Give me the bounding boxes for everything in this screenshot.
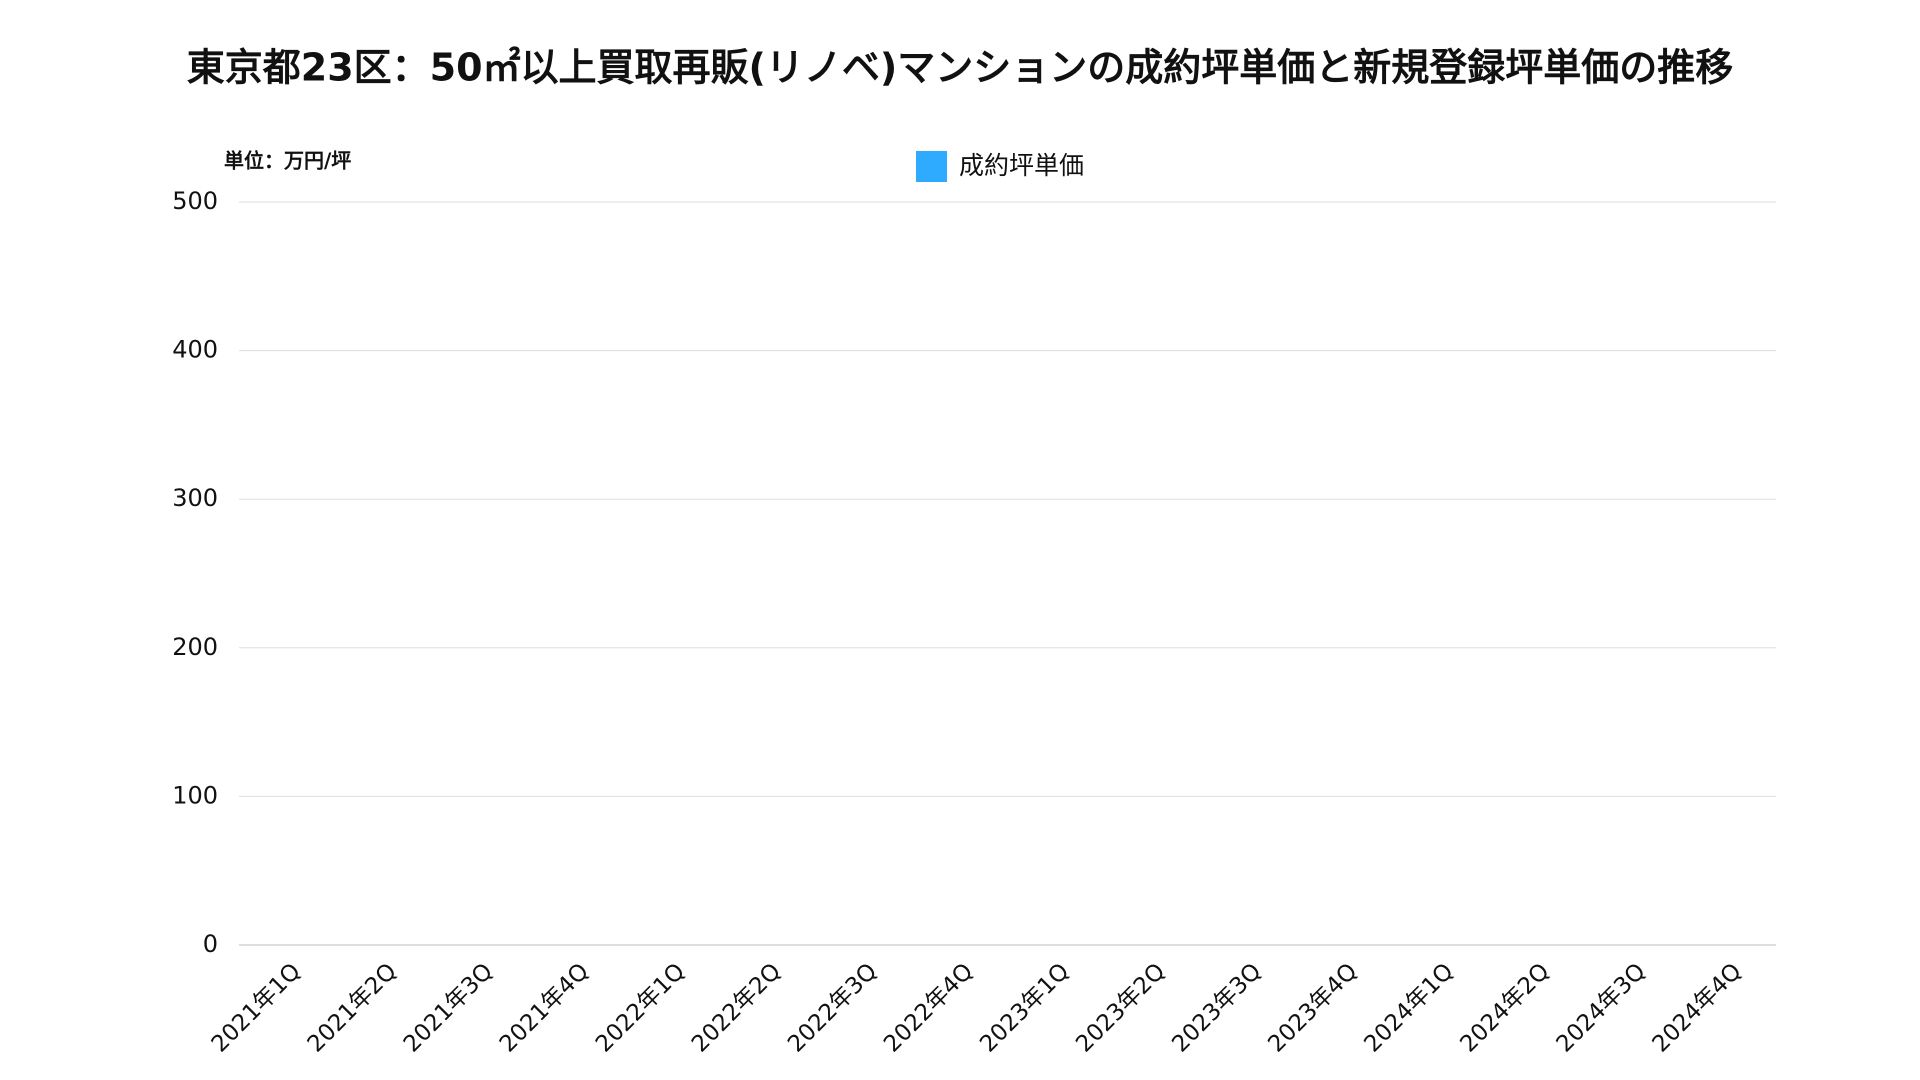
x-tick-label: 2023年1Q: [975, 958, 1074, 1057]
x-tick-label: 2022年3Q: [783, 958, 882, 1057]
y-tick-label: 100: [172, 781, 218, 809]
x-tick-label: 2021年3Q: [399, 958, 498, 1057]
unit-label: 単位：万円/坪: [224, 149, 351, 173]
legend-label: 成約坪単価: [959, 151, 1084, 180]
x-tick-label: 2023年4Q: [1263, 958, 1362, 1057]
legend-swatch: [916, 151, 947, 182]
x-tick-label: 2024年3Q: [1552, 958, 1651, 1057]
y-tick-label: 200: [172, 633, 218, 661]
x-tick-label: 2021年4Q: [495, 958, 594, 1057]
y-tick-label: 500: [172, 187, 218, 215]
x-tick-label: 2022年4Q: [879, 958, 978, 1057]
x-tick-label: 2022年2Q: [687, 958, 786, 1057]
x-tick-label: 2022年1Q: [591, 958, 690, 1057]
x-tick-label: 2023年2Q: [1071, 958, 1170, 1057]
y-tick-label: 400: [172, 336, 218, 364]
x-tick-label: 2024年4Q: [1648, 958, 1747, 1057]
x-tick-label: 2021年2Q: [303, 958, 402, 1057]
x-tick-label: 2024年1Q: [1359, 958, 1458, 1057]
x-tick-label: 2023年3Q: [1167, 958, 1266, 1057]
x-tick-label: 2021年1Q: [207, 958, 306, 1057]
chart-title: 東京都23区：50㎡以上買取再販(リノベ)マンションの成約坪単価と新規登録坪単価…: [187, 46, 1734, 90]
y-tick-label: 300: [172, 484, 218, 512]
x-tick-label: 2024年2Q: [1455, 958, 1554, 1057]
y-tick-label: 0: [203, 930, 218, 958]
